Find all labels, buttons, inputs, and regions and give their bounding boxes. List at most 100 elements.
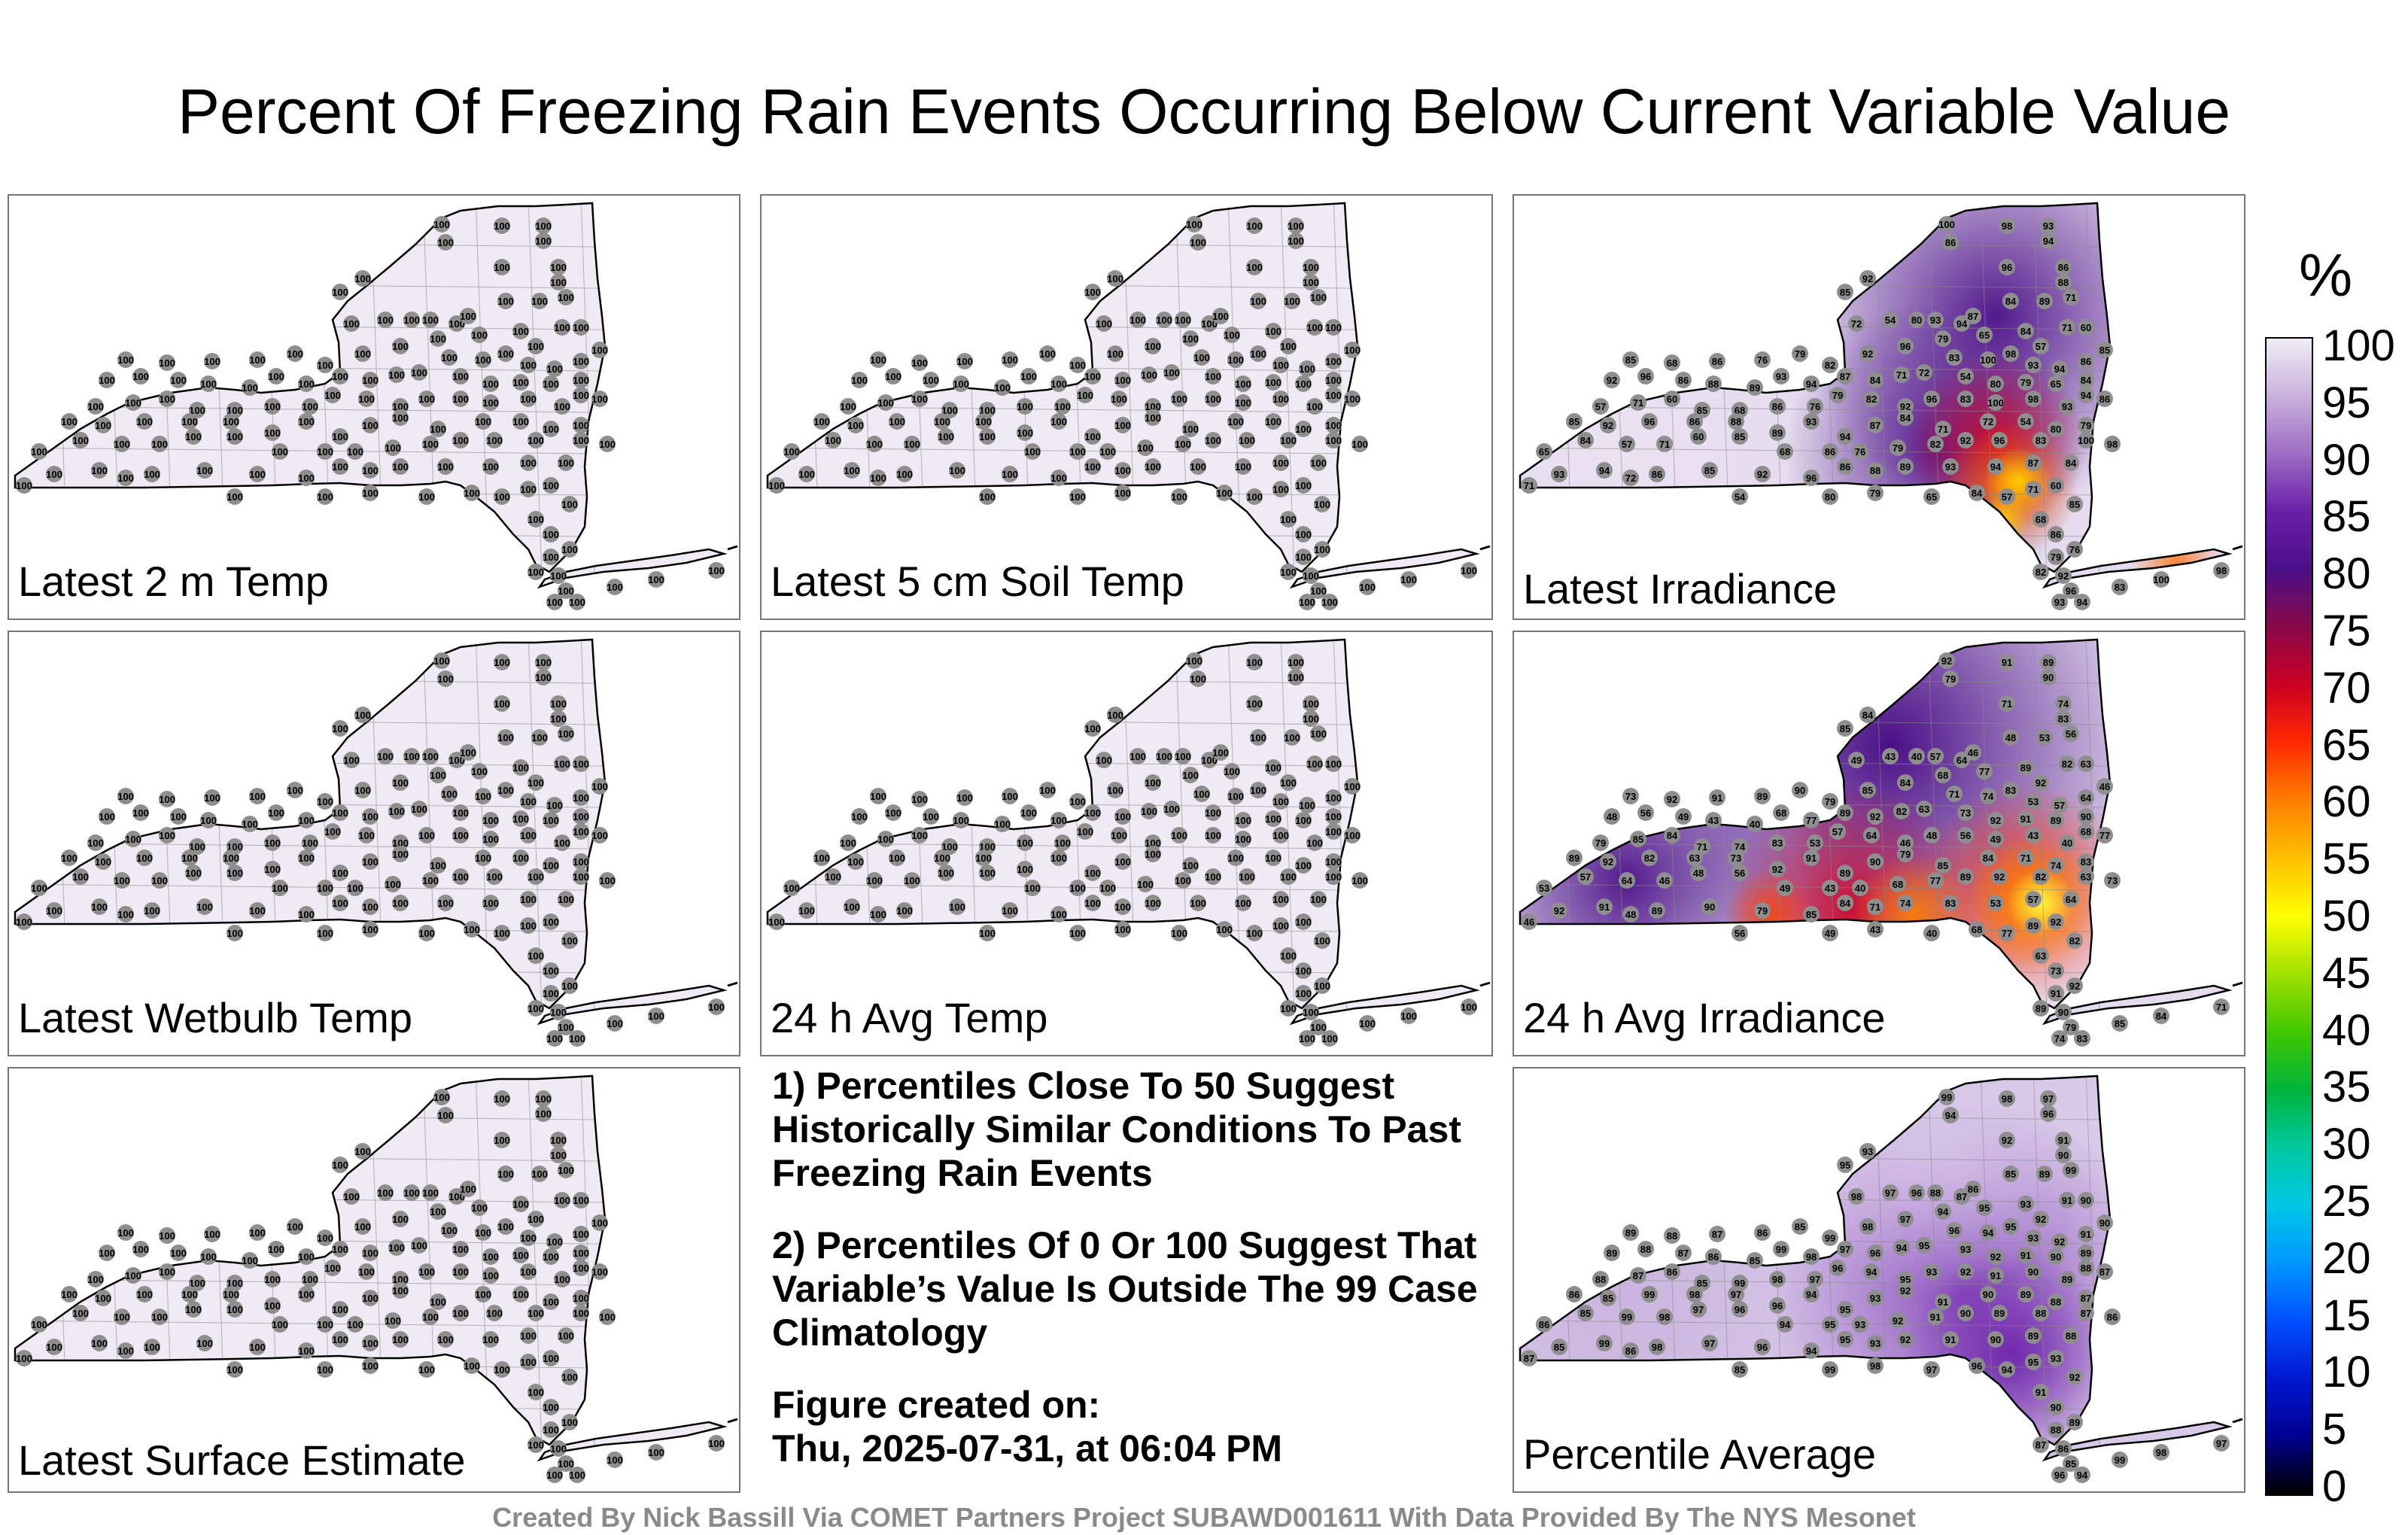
svg-text:100: 100 [196,465,213,476]
svg-text:100: 100 [896,905,913,916]
svg-text:90: 90 [2051,1251,2061,1263]
station-marker: 100 [512,413,529,430]
station-marker: 100 [599,436,616,452]
svg-text:100: 100 [377,751,394,762]
svg-text:100: 100 [362,488,379,499]
station-marker: 100 [1024,443,1041,460]
station-marker: 92 [2048,913,2064,930]
svg-text:100: 100 [422,315,439,326]
station-marker: 100 [422,748,439,764]
station-marker: 100 [573,387,589,403]
svg-text:100: 100 [1107,273,1123,284]
svg-text:100: 100 [433,219,450,230]
station-marker: 100 [1359,1015,1376,1032]
station-marker: 100 [1175,872,1191,889]
station-marker: 100 [411,801,427,817]
station-marker: 71 [2025,481,2042,497]
svg-text:40: 40 [1855,883,1865,894]
station-marker: 100 [1054,398,1071,415]
svg-text:49: 49 [1990,834,2001,845]
station-marker: 100 [287,782,303,798]
svg-text:57: 57 [2054,800,2065,811]
station-marker: 100 [1186,652,1202,669]
station-marker: 100 [1107,782,1123,798]
svg-text:100: 100 [783,446,800,457]
svg-text:100: 100 [1114,856,1131,868]
station-marker: 100 [264,424,281,441]
svg-text:46: 46 [1659,875,1670,886]
svg-text:100: 100 [573,856,589,868]
svg-text:68: 68 [1972,924,1982,935]
svg-text:94: 94 [1806,1289,1817,1300]
station-marker: 100 [520,827,537,843]
svg-text:100: 100 [554,1195,570,1206]
station-marker: 100 [520,1354,537,1370]
svg-text:100: 100 [1227,791,1244,802]
svg-text:91: 91 [2051,988,2061,999]
svg-text:100: 100 [1114,488,1131,499]
svg-text:100: 100 [543,916,559,928]
station-marker: 93 [2048,1350,2064,1366]
station-marker: 91 [1942,1331,1959,1348]
svg-text:57: 57 [2036,341,2046,352]
svg-text:100: 100 [975,853,992,864]
station-marker: 94 [1777,1316,1793,1333]
station-marker: 54 [1732,488,1748,505]
station-marker: 100 [125,831,141,847]
svg-text:99: 99 [1599,1338,1610,1349]
svg-text:100: 100 [16,480,32,491]
station-marker: 100 [1107,345,1123,362]
station-marker: 100 [87,1271,104,1287]
svg-text:100: 100 [1980,354,1996,366]
station-marker: 100 [464,1357,480,1374]
map-panel-percentile-average: 99 98 97 96 94 95 93 92 91 90 89 88 87 86 85 99 98 97 96 94… [1513,1067,2245,1493]
svg-text:100: 100 [227,1364,243,1375]
station-marker: 54 [1957,368,1974,385]
station-marker: 100 [528,511,544,527]
svg-text:85: 85 [2115,1018,2125,1029]
station-marker: 99 [1619,1309,1635,1325]
svg-text:90: 90 [1870,856,1880,868]
svg-text:96: 96 [1640,371,1651,382]
svg-text:100: 100 [132,371,149,382]
station-marker: 100 [1325,823,1342,840]
station-marker: 89 [1957,868,1974,885]
station-marker: 96 [1897,338,1914,354]
svg-text:100: 100 [885,807,901,819]
svg-text:100: 100 [354,710,371,721]
station-marker: 100 [31,443,47,460]
svg-text:100: 100 [494,491,510,503]
station-marker: 100 [497,729,514,746]
svg-text:100: 100 [136,416,153,427]
station-marker: 100 [264,398,281,415]
station-marker: 100 [464,485,480,501]
svg-text:89: 89 [1840,868,1850,879]
station-marker: 93 [1852,1316,1868,1333]
svg-text:93: 93 [1554,469,1564,480]
station-marker: 100 [866,872,883,889]
svg-text:91: 91 [1712,792,1722,804]
svg-text:100: 100 [1235,898,1251,909]
station-marker: 92 [2051,1233,2068,1250]
svg-text:43: 43 [1708,815,1719,826]
station-marker: 100 [543,549,559,565]
svg-text:100: 100 [362,375,379,386]
svg-text:100: 100 [185,431,202,442]
station-marker: 100 [911,391,928,407]
svg-text:100: 100 [343,755,360,766]
svg-text:100: 100 [1272,394,1289,405]
svg-text:100: 100 [904,439,920,450]
station-marker: 94 [2074,594,2090,610]
svg-text:100: 100 [433,1092,450,1103]
svg-text:100: 100 [471,766,488,777]
svg-text:96: 96 [1926,394,1937,405]
station-marker: 100 [1084,804,1101,821]
station-marker: 93 [1803,413,1820,430]
svg-text:92: 92 [1893,1315,1903,1327]
svg-text:100: 100 [181,416,198,427]
svg-text:100: 100 [911,830,928,841]
station-marker: 100 [452,804,469,821]
station-marker: 98 [1769,1271,1786,1287]
svg-text:100: 100 [448,1191,465,1202]
svg-text:98: 98 [2002,1093,2012,1105]
